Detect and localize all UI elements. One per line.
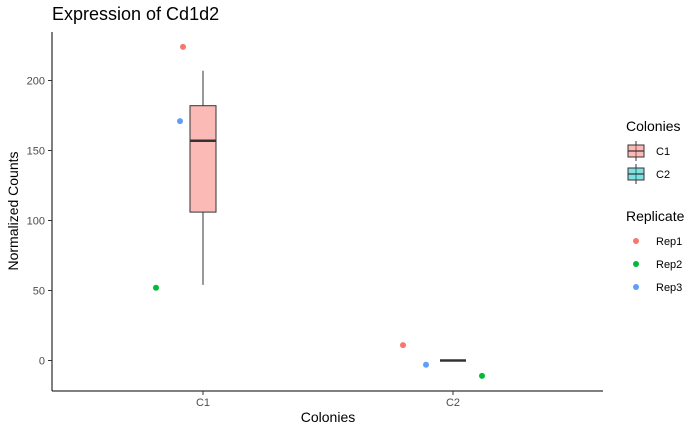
point-C2-Rep2 (479, 372, 485, 379)
plot-area: 0 50 100 150 200 C1 C2 (27, 32, 603, 409)
x-axis-title: Colonies (301, 409, 355, 425)
legend-key-point (633, 238, 639, 244)
point-C1-Rep1 (180, 43, 186, 50)
legend-title: Replicate (626, 208, 685, 224)
y-tick-label: 0 (39, 356, 45, 368)
y-tick-label: 200 (27, 76, 45, 88)
y-tick-label: 100 (27, 216, 45, 228)
legend-label: C1 (656, 146, 670, 158)
y-axis-title: Normalized Counts (5, 151, 21, 270)
legend-label: Rep3 (656, 282, 682, 294)
legend-title: Colonies (626, 118, 680, 134)
y-tick-label: 150 (27, 146, 45, 158)
y-tick-label: 50 (33, 286, 45, 298)
legend-label: Rep2 (656, 259, 682, 271)
x-tick-label: C2 (446, 397, 460, 409)
point-C1-Rep2 (153, 284, 159, 291)
chart-title: Expression of Cd1d2 (52, 4, 219, 24)
point-C2-Rep1 (400, 342, 406, 349)
legend-key-point (633, 261, 639, 267)
point-C1-Rep3 (177, 118, 183, 125)
box-C1 (189, 105, 217, 213)
legend: Colonies C1 C2 Replicate Rep1 Rep2 Rep3 (626, 118, 685, 294)
legend-key-point (633, 284, 639, 290)
legend-label: Rep1 (656, 236, 682, 248)
legend-label: C2 (656, 169, 670, 181)
point-C2-Rep3 (423, 361, 429, 368)
x-tick-label: C1 (196, 397, 210, 409)
